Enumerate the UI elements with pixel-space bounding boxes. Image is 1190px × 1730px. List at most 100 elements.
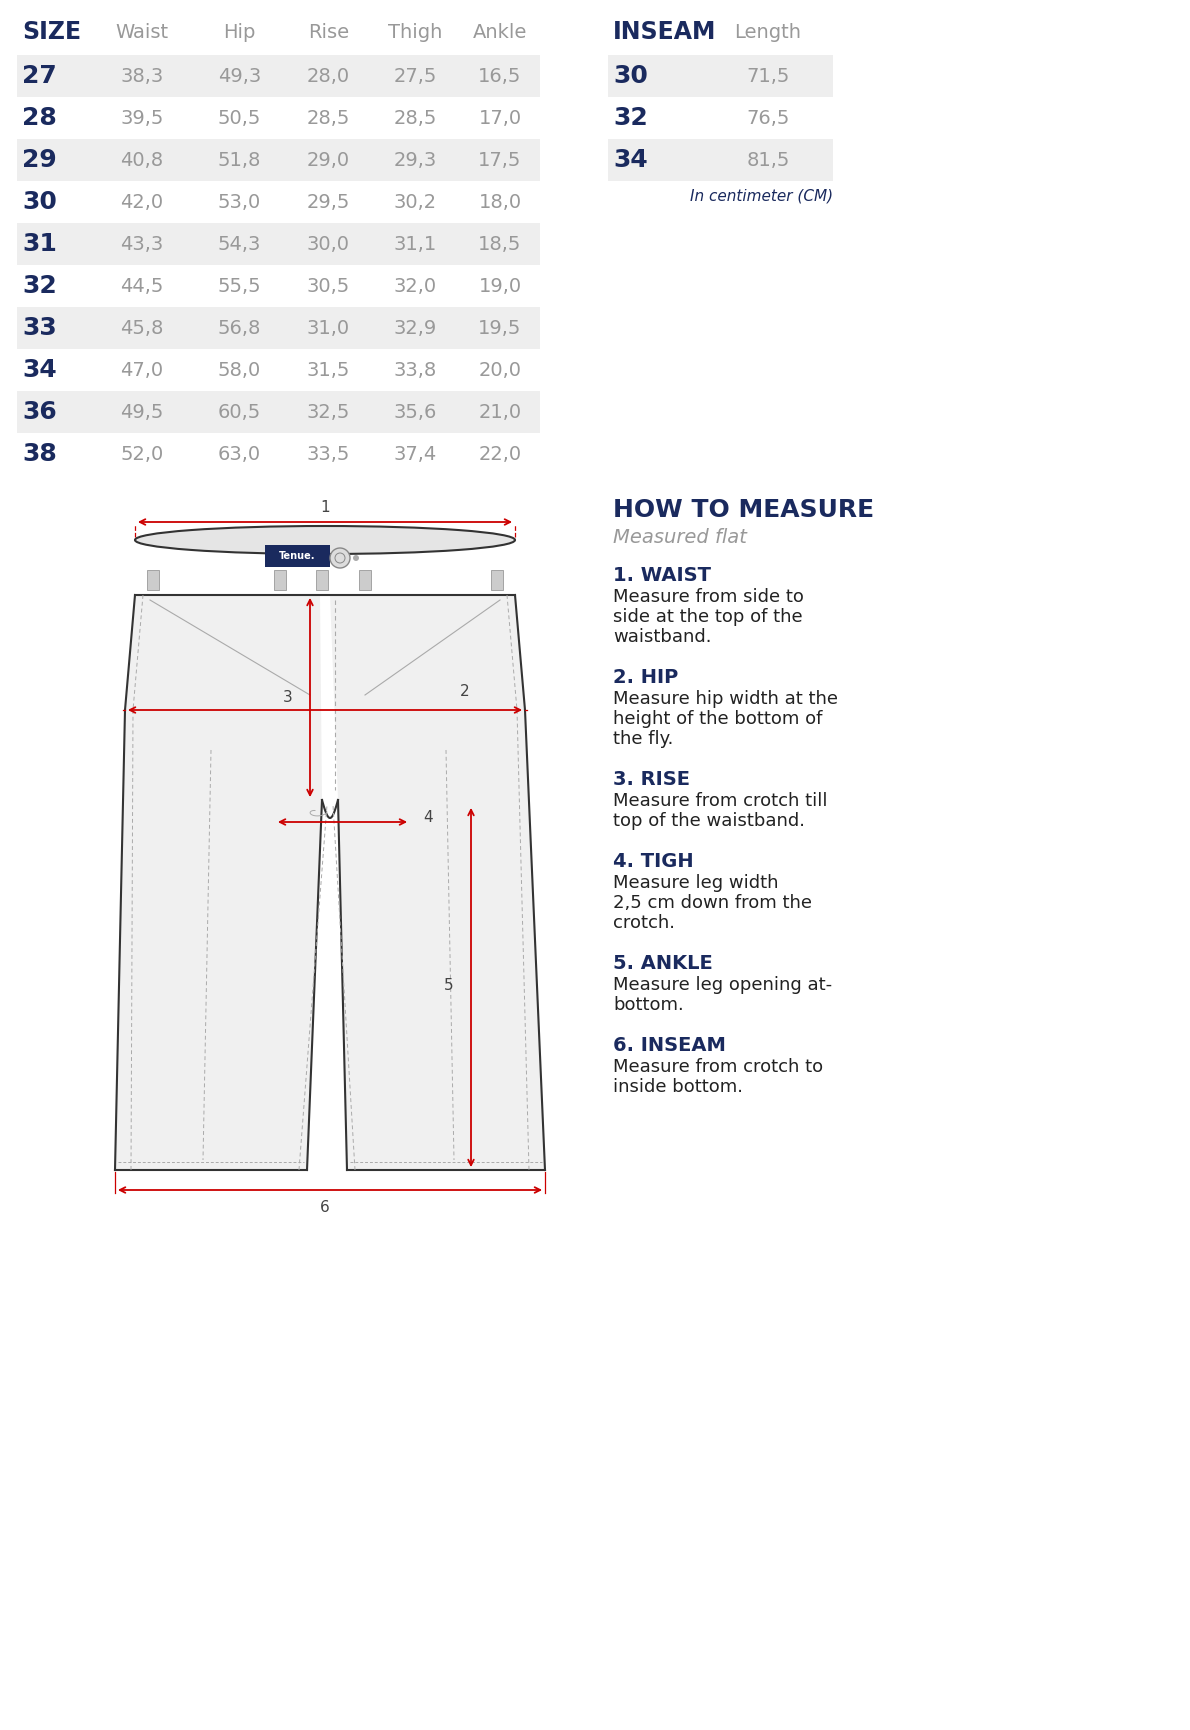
Text: 44,5: 44,5 bbox=[120, 277, 164, 296]
Text: 49,3: 49,3 bbox=[218, 66, 261, 85]
Text: 76,5: 76,5 bbox=[746, 109, 790, 128]
Bar bbox=[608, 55, 833, 97]
Text: 52,0: 52,0 bbox=[120, 445, 164, 464]
Text: 58,0: 58,0 bbox=[218, 360, 261, 379]
Text: 17,5: 17,5 bbox=[478, 151, 521, 170]
Text: 31: 31 bbox=[21, 232, 57, 256]
Text: 5. ANKLE: 5. ANKLE bbox=[613, 953, 713, 972]
Text: 18,5: 18,5 bbox=[478, 235, 521, 254]
Text: 6: 6 bbox=[320, 1201, 330, 1216]
Text: SIZE: SIZE bbox=[21, 21, 81, 43]
Text: 30,2: 30,2 bbox=[394, 192, 437, 211]
Text: inside bottom.: inside bottom. bbox=[613, 1078, 743, 1097]
Text: 19,5: 19,5 bbox=[478, 318, 521, 337]
Text: 33,8: 33,8 bbox=[394, 360, 437, 379]
Text: 56,8: 56,8 bbox=[218, 318, 261, 337]
Circle shape bbox=[330, 548, 350, 567]
Text: 35,6: 35,6 bbox=[394, 403, 437, 422]
Text: height of the bottom of: height of the bottom of bbox=[613, 709, 822, 728]
Text: 6. INSEAM: 6. INSEAM bbox=[613, 1036, 726, 1055]
Text: Measured flat: Measured flat bbox=[613, 528, 747, 547]
Bar bbox=[148, 569, 159, 590]
Text: 1. WAIST: 1. WAIST bbox=[613, 566, 710, 585]
Text: 71,5: 71,5 bbox=[746, 66, 790, 85]
Text: 28,0: 28,0 bbox=[307, 66, 350, 85]
Bar bbox=[17, 138, 540, 182]
Text: Thigh: Thigh bbox=[388, 22, 443, 42]
Text: 31,0: 31,0 bbox=[307, 318, 350, 337]
Text: 18,0: 18,0 bbox=[478, 192, 521, 211]
FancyBboxPatch shape bbox=[265, 545, 330, 567]
Text: 30,5: 30,5 bbox=[307, 277, 350, 296]
Bar bbox=[17, 55, 540, 97]
Text: 2. HIP: 2. HIP bbox=[613, 668, 678, 687]
Text: INSEAM: INSEAM bbox=[613, 21, 716, 43]
Text: 40,8: 40,8 bbox=[120, 151, 163, 170]
Bar bbox=[17, 391, 540, 432]
Text: 32,5: 32,5 bbox=[307, 403, 350, 422]
Text: 3: 3 bbox=[283, 690, 293, 706]
Text: side at the top of the: side at the top of the bbox=[613, 607, 802, 626]
Bar bbox=[317, 569, 328, 590]
Text: 32,0: 32,0 bbox=[394, 277, 437, 296]
Text: 47,0: 47,0 bbox=[120, 360, 163, 379]
Text: crotch.: crotch. bbox=[613, 913, 675, 932]
Text: 31,5: 31,5 bbox=[307, 360, 350, 379]
Text: Measure from side to: Measure from side to bbox=[613, 588, 804, 606]
Text: 27: 27 bbox=[21, 64, 57, 88]
Circle shape bbox=[353, 555, 359, 561]
Text: Hip: Hip bbox=[224, 22, 256, 42]
Text: 30: 30 bbox=[21, 190, 57, 215]
Text: 32,9: 32,9 bbox=[394, 318, 437, 337]
Text: Measure leg width: Measure leg width bbox=[613, 874, 778, 893]
Text: Measure hip width at the: Measure hip width at the bbox=[613, 690, 838, 708]
Text: 45,8: 45,8 bbox=[120, 318, 164, 337]
Text: 51,8: 51,8 bbox=[218, 151, 261, 170]
Polygon shape bbox=[330, 595, 545, 1169]
Text: 1: 1 bbox=[320, 500, 330, 514]
Bar bbox=[359, 569, 371, 590]
Text: 28,5: 28,5 bbox=[307, 109, 350, 128]
Text: 29: 29 bbox=[21, 149, 57, 171]
Text: 4: 4 bbox=[424, 810, 433, 825]
Text: 17,0: 17,0 bbox=[478, 109, 521, 128]
Text: 54,3: 54,3 bbox=[218, 235, 261, 254]
Bar bbox=[274, 569, 286, 590]
Text: 20,0: 20,0 bbox=[478, 360, 521, 379]
Text: HOW TO MEASURE: HOW TO MEASURE bbox=[613, 498, 875, 522]
Text: 81,5: 81,5 bbox=[746, 151, 790, 170]
Text: 29,0: 29,0 bbox=[307, 151, 350, 170]
Text: Measure leg opening at-: Measure leg opening at- bbox=[613, 976, 832, 995]
Text: 4. TIGH: 4. TIGH bbox=[613, 851, 694, 870]
Text: 34: 34 bbox=[613, 149, 647, 171]
Text: 34: 34 bbox=[21, 358, 57, 382]
Text: 3. RISE: 3. RISE bbox=[613, 770, 690, 789]
Text: 49,5: 49,5 bbox=[120, 403, 164, 422]
Bar bbox=[17, 223, 540, 265]
Text: 2: 2 bbox=[461, 685, 470, 699]
Text: 31,1: 31,1 bbox=[394, 235, 437, 254]
Text: 38: 38 bbox=[21, 441, 57, 465]
Text: 28: 28 bbox=[21, 106, 57, 130]
Text: 30,0: 30,0 bbox=[307, 235, 350, 254]
Text: 33: 33 bbox=[21, 317, 57, 341]
Text: 29,3: 29,3 bbox=[394, 151, 437, 170]
Bar bbox=[491, 569, 503, 590]
Text: In centimeter (CM): In centimeter (CM) bbox=[690, 189, 833, 204]
Text: top of the waistband.: top of the waistband. bbox=[613, 811, 804, 830]
Bar bbox=[608, 138, 833, 182]
Text: 30: 30 bbox=[613, 64, 647, 88]
Text: 33,5: 33,5 bbox=[307, 445, 350, 464]
Text: Measure from crotch to: Measure from crotch to bbox=[613, 1059, 823, 1076]
Text: bottom.: bottom. bbox=[613, 996, 684, 1014]
Text: 5: 5 bbox=[444, 977, 453, 993]
Text: 28,5: 28,5 bbox=[394, 109, 437, 128]
Text: the fly.: the fly. bbox=[613, 730, 674, 747]
Text: 37,4: 37,4 bbox=[394, 445, 437, 464]
Text: Length: Length bbox=[734, 22, 802, 42]
Text: 16,5: 16,5 bbox=[478, 66, 521, 85]
Text: 63,0: 63,0 bbox=[218, 445, 261, 464]
Text: 19,0: 19,0 bbox=[478, 277, 521, 296]
Bar bbox=[17, 306, 540, 349]
Text: 38,3: 38,3 bbox=[120, 66, 164, 85]
